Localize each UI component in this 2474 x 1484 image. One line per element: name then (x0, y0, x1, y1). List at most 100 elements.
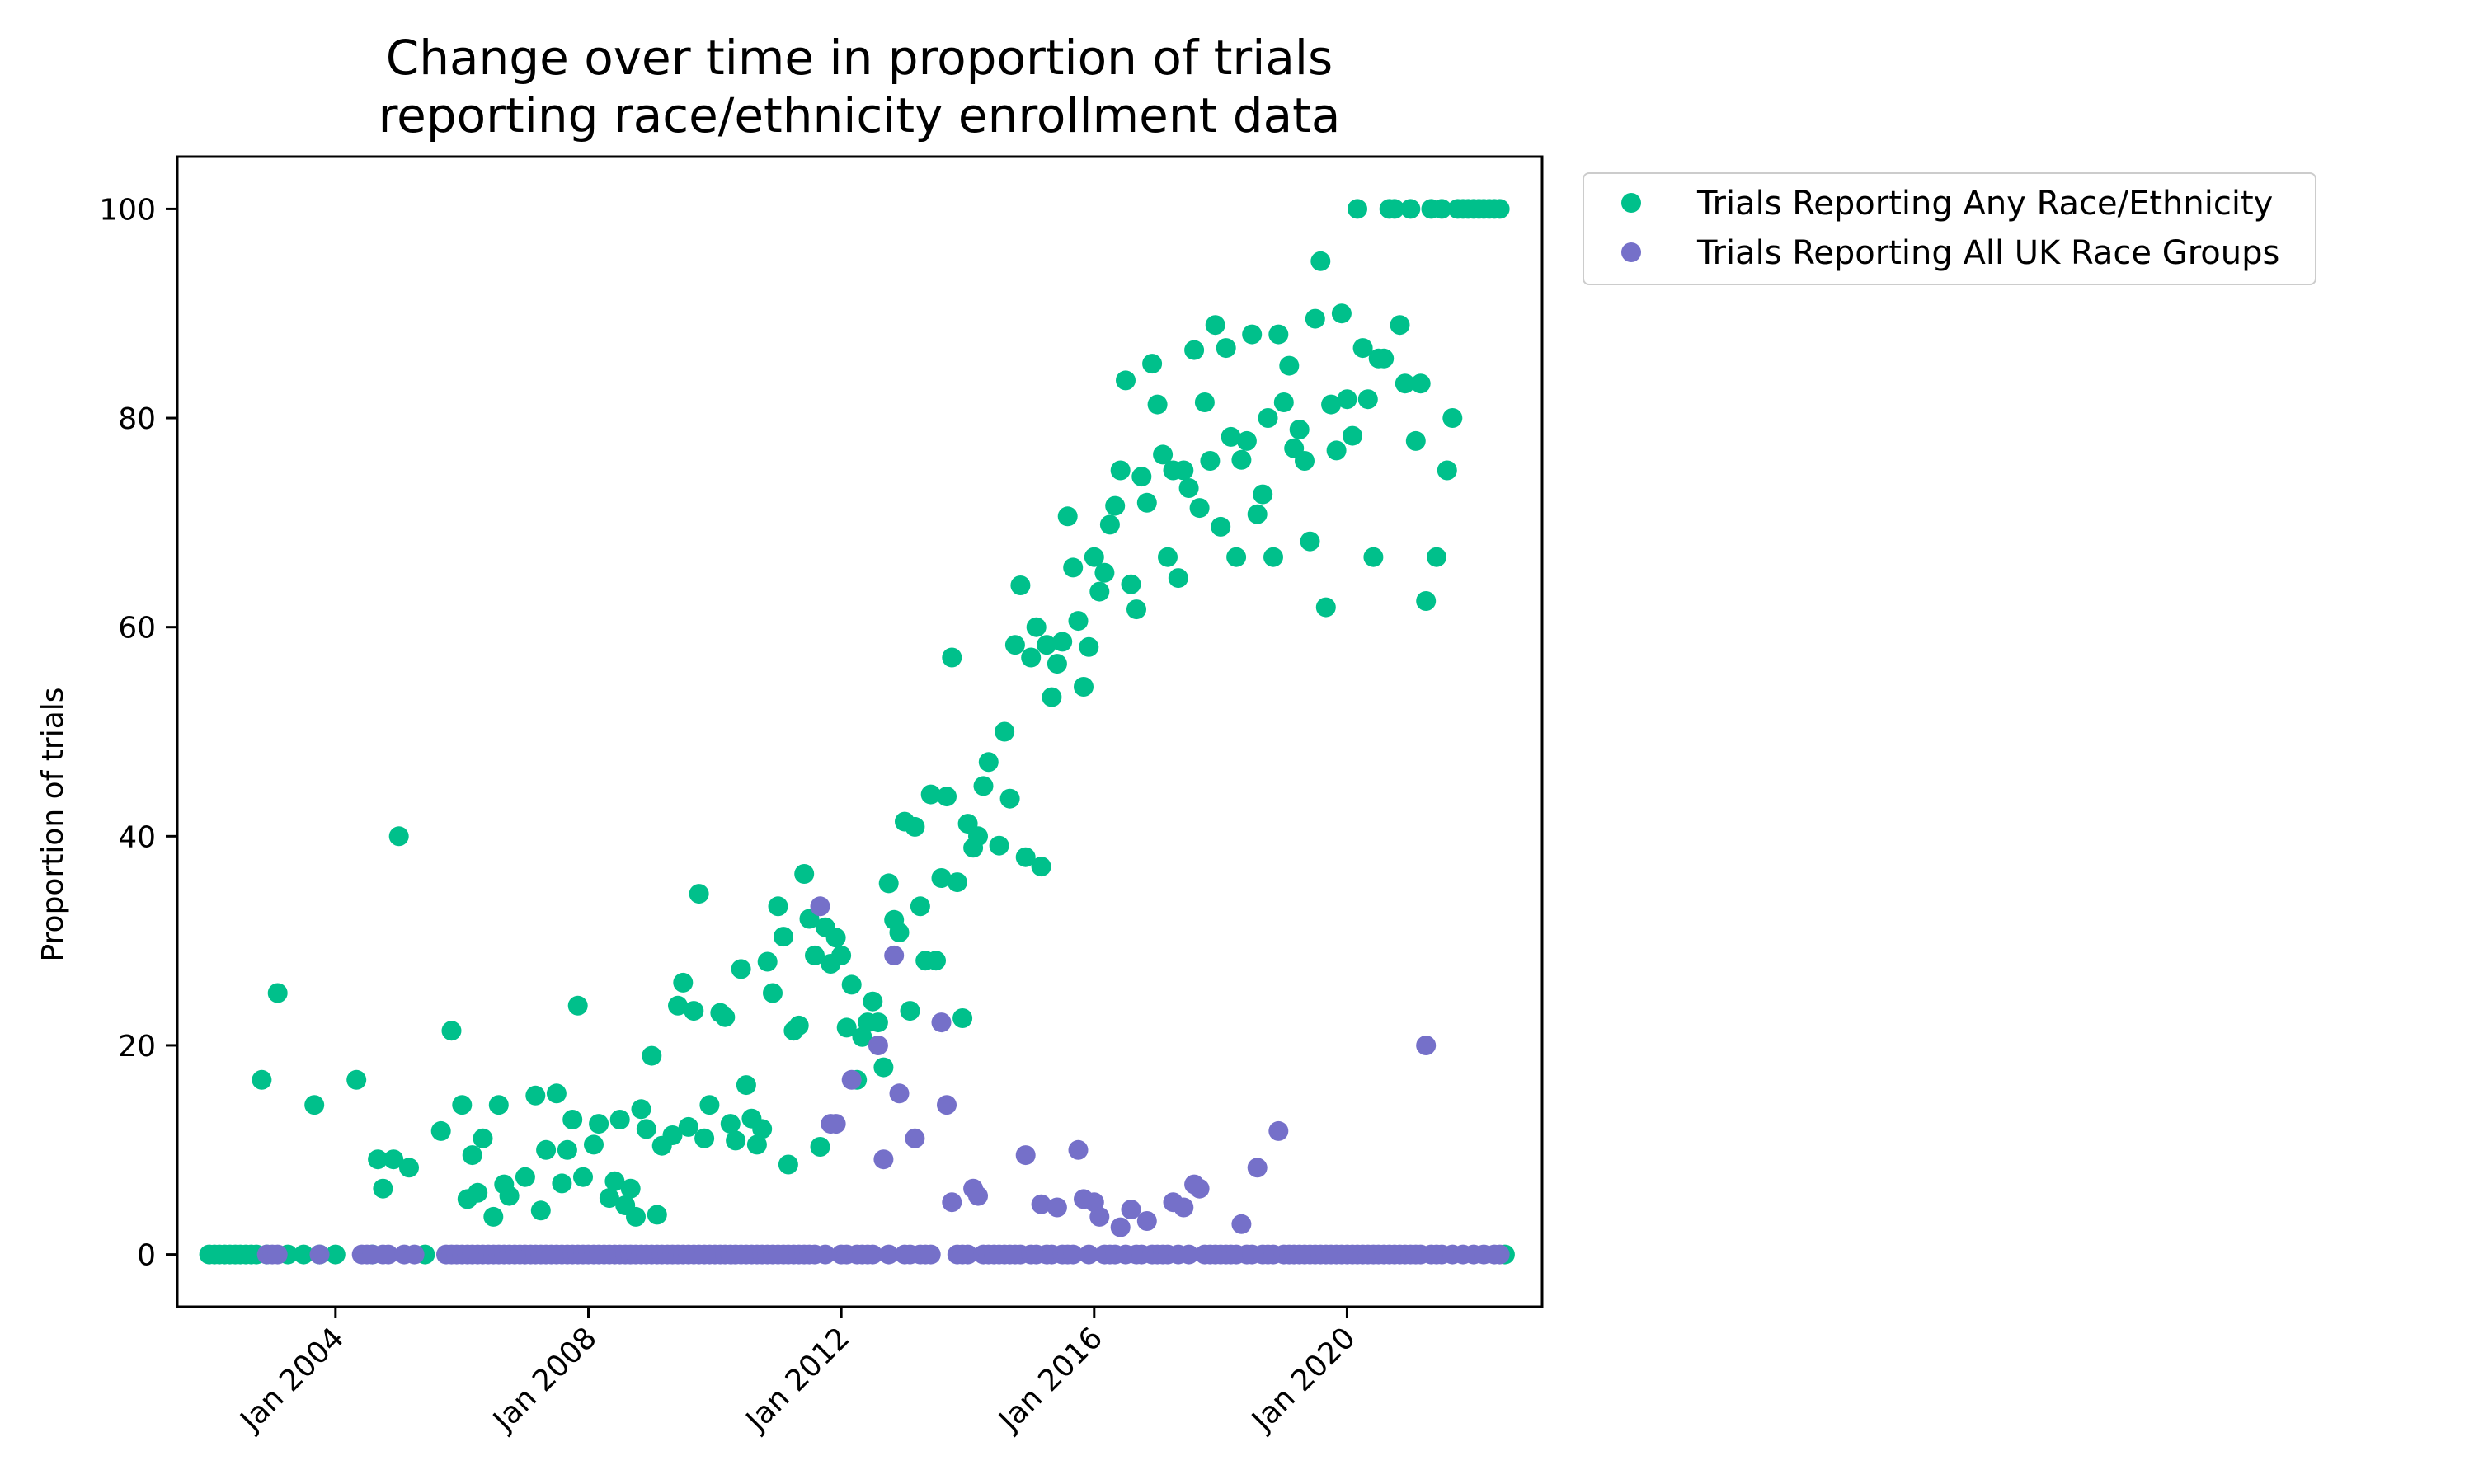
data-point (573, 1167, 593, 1187)
data-point (889, 1083, 910, 1104)
chart-title-line-2: reporting race/ethnicity enrollment data (379, 87, 1341, 143)
legend-marker (1621, 242, 1641, 262)
data-point (973, 776, 994, 796)
data-point (1178, 478, 1199, 498)
data-point (1432, 199, 1452, 219)
data-point (546, 1083, 567, 1104)
data-point (1200, 451, 1221, 471)
data-point (1037, 635, 1057, 655)
data-point (530, 1200, 551, 1221)
data-point (1153, 444, 1174, 465)
data-point (1189, 1178, 1210, 1199)
data-point (836, 1017, 857, 1038)
data-point (441, 1021, 462, 1041)
data-point (1168, 568, 1188, 589)
data-point (768, 896, 788, 917)
data-point (1047, 1197, 1067, 1218)
data-point (1343, 425, 1362, 446)
data-point (1352, 338, 1373, 359)
data-point (1295, 451, 1315, 471)
data-point (900, 1001, 920, 1021)
data-point (1221, 426, 1241, 447)
y-tick-label: 80 (118, 402, 156, 436)
data-point (1326, 440, 1347, 461)
data-point (1416, 591, 1437, 611)
data-point (1063, 1244, 1084, 1265)
data-point (878, 1244, 899, 1265)
data-point (920, 784, 941, 805)
data-point (1385, 199, 1404, 219)
data-point (557, 1139, 577, 1160)
data-point (1263, 547, 1283, 567)
data-point (1315, 597, 1336, 618)
data-point (1105, 495, 1126, 516)
data-point (1110, 1217, 1131, 1237)
data-point (567, 995, 588, 1016)
data-point (1031, 1194, 1051, 1214)
data-point (1357, 389, 1378, 410)
legend-marker (1621, 193, 1641, 213)
data-point (1178, 1244, 1199, 1265)
data-point (825, 1114, 846, 1134)
data-point (1321, 394, 1342, 415)
data-point (1390, 315, 1410, 336)
data-point (552, 1173, 572, 1194)
data-point (1121, 1200, 1141, 1220)
data-point (763, 983, 783, 1003)
data-point (794, 864, 815, 884)
data-point (1174, 460, 1194, 481)
data-point (620, 1178, 641, 1199)
marks-layer (199, 199, 1515, 1265)
plot-frame (176, 155, 1544, 1308)
data-point (631, 1099, 651, 1120)
series-1 (199, 199, 1515, 1265)
x-tick-label: Jan 2020 (1244, 1321, 1362, 1439)
y-tick-label: 60 (118, 612, 156, 646)
data-point (873, 1149, 894, 1170)
data-point (1084, 547, 1104, 567)
data-point (1189, 498, 1210, 519)
data-point (1348, 199, 1367, 219)
data-point (1026, 617, 1047, 637)
data-point (1068, 1139, 1089, 1160)
data-point (942, 647, 962, 668)
data-point (1300, 531, 1320, 552)
data-point (599, 1188, 619, 1209)
x-tick-label: Jan 2016 (992, 1321, 1110, 1439)
data-point (1442, 408, 1463, 428)
data-point (1363, 547, 1384, 567)
data-point (1184, 340, 1205, 360)
data-point (699, 1095, 720, 1115)
data-point (1047, 654, 1067, 674)
data-point (404, 1244, 425, 1265)
data-point (999, 788, 1020, 809)
data-point (636, 1119, 656, 1139)
data-point (388, 826, 409, 847)
data-point (1015, 847, 1036, 867)
data-point (757, 951, 778, 972)
data-point (499, 1186, 520, 1206)
data-point (1247, 504, 1268, 524)
data-point (515, 1167, 535, 1187)
data-point (399, 1158, 419, 1178)
data-point (905, 1128, 925, 1148)
x-tick-label: Jan 2012 (739, 1321, 857, 1439)
data-point (368, 1149, 388, 1170)
data-point (1110, 460, 1131, 481)
data-point (841, 974, 862, 995)
data-point (604, 1171, 625, 1191)
x-tick-label: Jan 2008 (486, 1321, 604, 1439)
data-point (267, 1244, 288, 1265)
data-point (525, 1085, 546, 1106)
data-point (1405, 430, 1426, 451)
legend-label: Trials Reporting All UK Race Groups (1696, 234, 2279, 272)
data-point (1116, 370, 1136, 391)
data-point (1194, 392, 1215, 412)
data-point (905, 816, 925, 837)
data-point (1052, 632, 1073, 652)
data-point (662, 1125, 683, 1145)
data-point (1236, 430, 1257, 451)
data-point (884, 945, 905, 965)
data-point (1437, 460, 1457, 481)
data-point (810, 1137, 830, 1157)
